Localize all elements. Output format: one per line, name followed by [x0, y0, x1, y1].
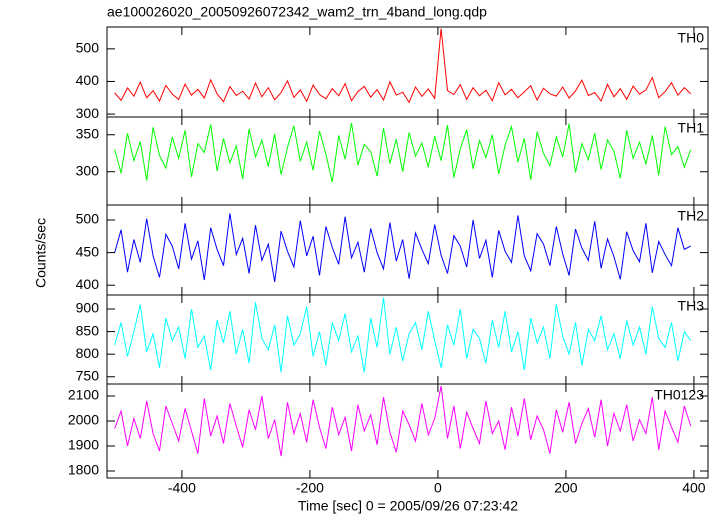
light-curve	[114, 28, 692, 104]
y-tick-label: 900	[76, 300, 100, 316]
light-curve	[114, 385, 692, 457]
panel-label: TH2	[678, 208, 705, 224]
y-tick-label: 500	[76, 40, 100, 56]
y-tick-label: 450	[76, 243, 100, 259]
y-tick-label: 2100	[68, 387, 99, 403]
x-tick-label: -200	[296, 480, 324, 496]
light-curve	[114, 297, 692, 373]
panel-frame	[106, 26, 709, 118]
y-tick-label: 400	[76, 72, 100, 88]
panel-frame	[106, 204, 709, 296]
panel-frame	[106, 383, 709, 479]
y-tick-label: 750	[76, 367, 100, 383]
y-tick-label: 400	[76, 276, 100, 292]
x-tick-label: 0	[434, 480, 442, 496]
y-tick-label: 500	[76, 211, 100, 227]
x-axis-label: Time [sec] 0 = 2005/09/26 07:23:42	[298, 498, 518, 514]
light-curve	[114, 213, 691, 283]
y-tick-label: 350	[76, 125, 100, 141]
chart-title: ae100026020_20050926072342_wam2_trn_4ban…	[107, 4, 487, 20]
y-tick-label: 850	[76, 322, 100, 338]
panel-label: TH0	[678, 30, 705, 46]
y-tick-label: 1800	[68, 462, 99, 478]
x-tick-label: 400	[682, 480, 706, 496]
panel-label: TH0123	[654, 387, 704, 403]
light-curve	[114, 122, 692, 183]
y-tick-label: 300	[76, 105, 100, 121]
y-tick-label: 1900	[68, 437, 99, 453]
y-tick-label: 800	[76, 345, 100, 361]
x-tick-label: 200	[554, 480, 578, 496]
y-tick-label: 2000	[68, 412, 99, 428]
panel-label: TH3	[678, 298, 705, 314]
x-tick-label: -400	[168, 480, 196, 496]
y-axis-label: Counts/sec	[33, 218, 49, 288]
y-tick-label: 300	[76, 162, 100, 178]
panel-frame	[106, 116, 709, 206]
panel-label: TH1	[678, 120, 705, 136]
